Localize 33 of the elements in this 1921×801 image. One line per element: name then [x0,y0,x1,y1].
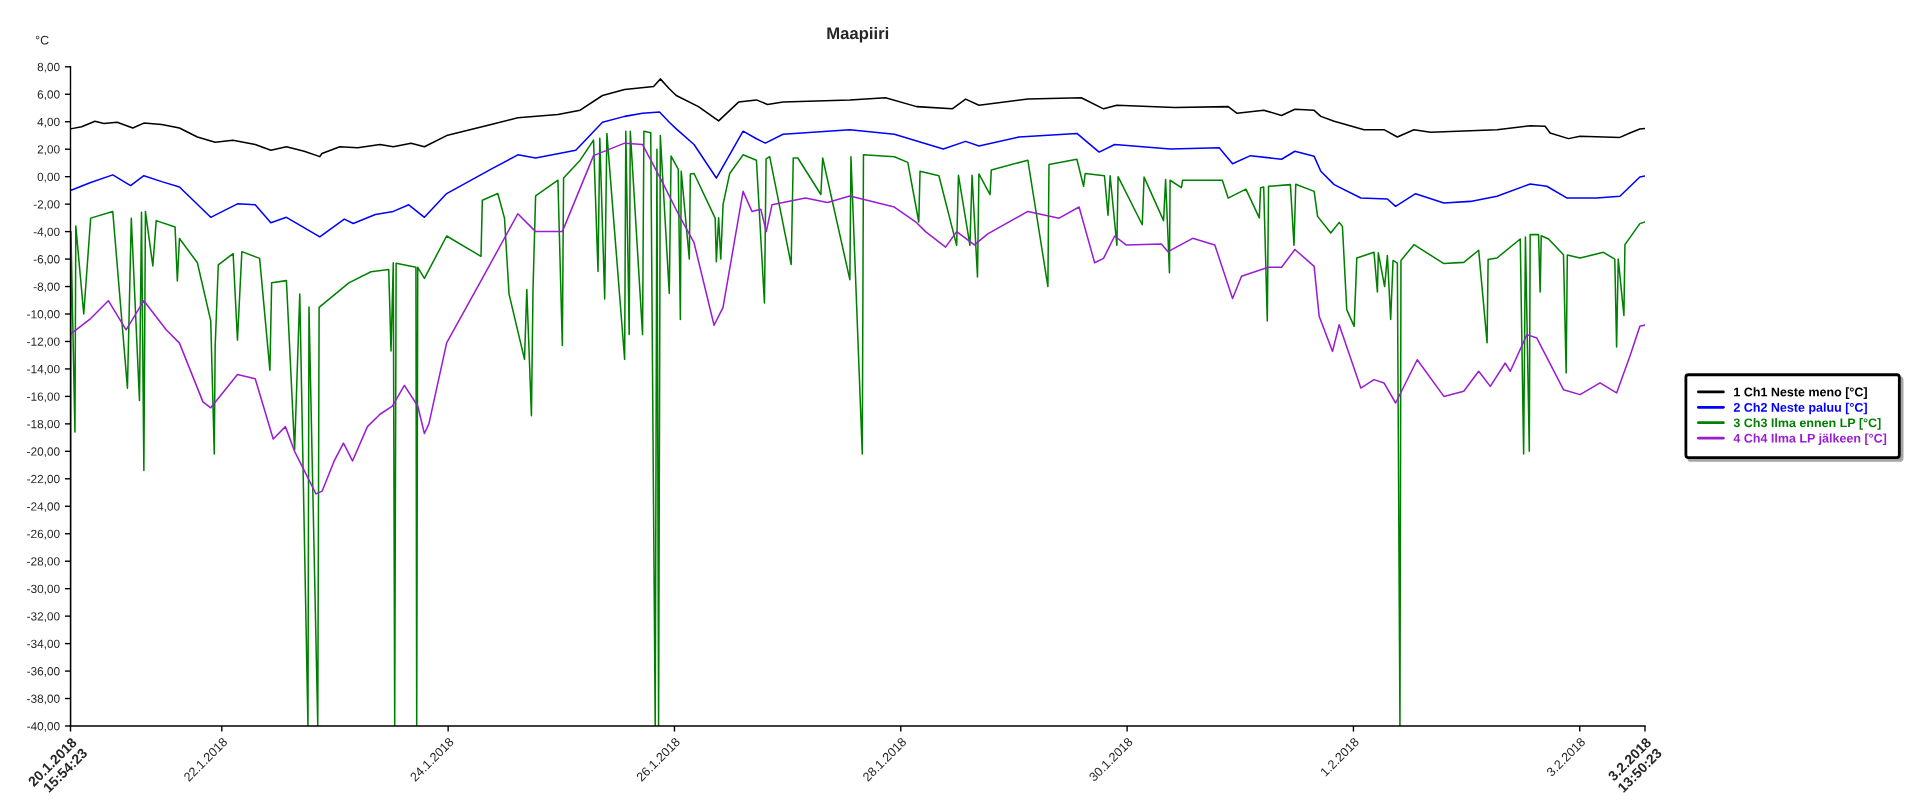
y-tick-label: -28,00 [27,557,60,567]
y-tick-label: -24,00 [27,502,60,513]
legend-label: 2 Ch2 Neste paluu [°C] [1733,402,1867,415]
line-series [70,142,1645,495]
y-tick-label: -38,00 [27,694,60,705]
y-tick-label: -16,00 [27,392,60,403]
y-tick-label: -40,00 [27,722,60,732]
y-tick-label: 0,00 [37,172,60,183]
y-tick-label: -20,00 [27,447,60,458]
y-tick-label: -26,00 [27,529,60,540]
y-tick-label: -34,00 [27,639,60,650]
y-tick-label: 8,00 [37,62,60,73]
y-tick-label: -36,00 [27,667,60,677]
y-tick-label: -32,00 [27,612,60,622]
chart-title: Maapiiri [827,26,889,43]
legend-label: 3 Ch3 Ilma ennen LP [°C] [1733,418,1881,430]
y-tick-label: -22,00 [27,474,60,485]
y-tick-label: -10,00 [27,310,60,320]
y-tick-label: -30,00 [27,584,60,595]
y-tick-label: -2,00 [33,200,60,210]
y-tick-label: -18,00 [27,419,60,430]
y-tick-label: 6,00 [37,90,60,101]
y-tick-label: -8,00 [33,282,60,293]
legend-label: 1 Ch1 Neste meno [°C] [1734,387,1867,399]
y-axis-title: °C [35,35,49,45]
y-tick-label: -4,00 [33,227,60,238]
y-tick-label: 4,00 [37,117,60,128]
y-tick-label: -14,00 [27,364,60,375]
y-tick-label: -6,00 [33,255,60,265]
line-series [70,111,1645,238]
legend-label: 4 Ch4 Ilma LP jälkeen [°C] [1733,433,1887,446]
y-tick-label: -12,00 [27,337,60,348]
y-tick-label: 2,00 [37,145,60,155]
